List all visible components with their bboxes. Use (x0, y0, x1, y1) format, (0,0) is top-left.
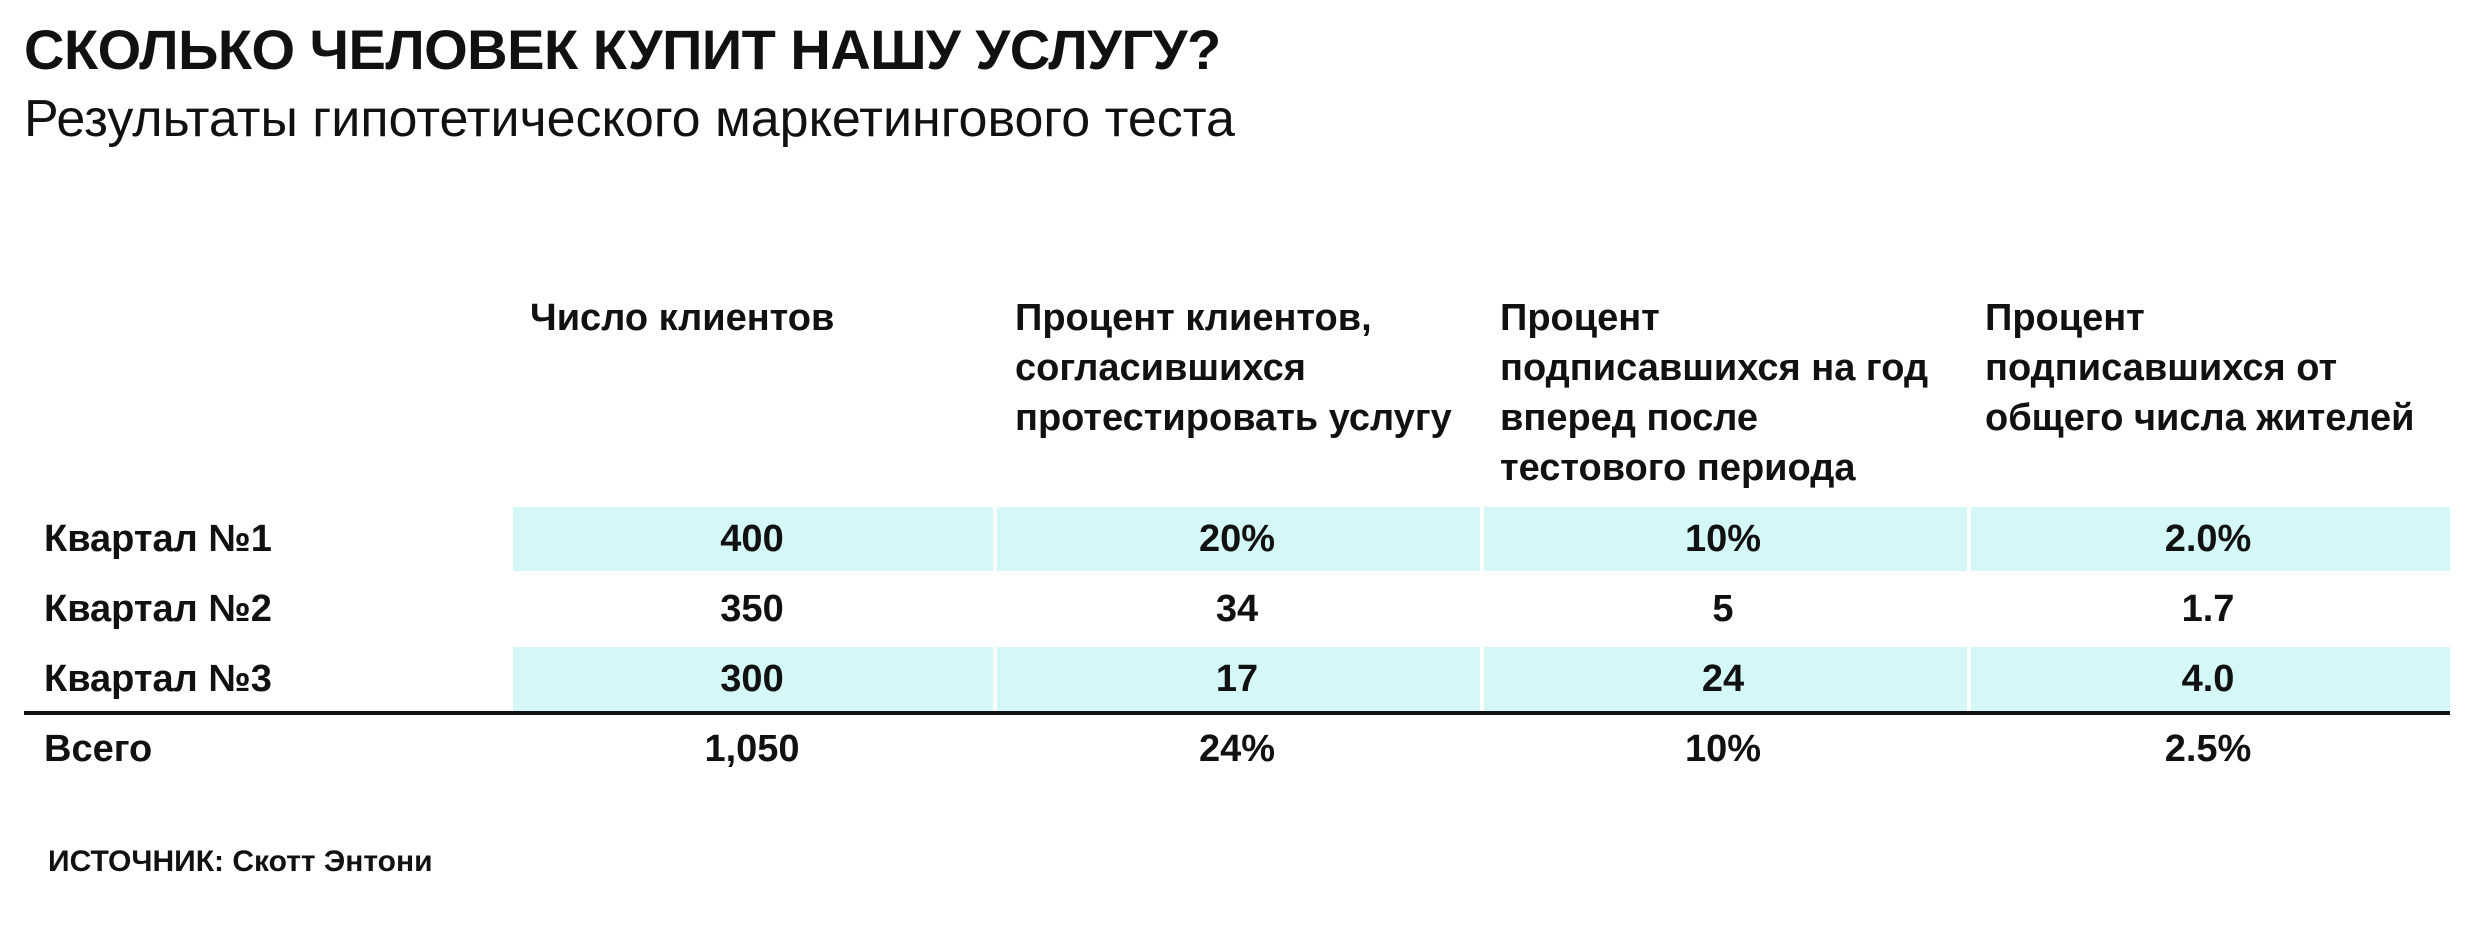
table-row-2-label: Квартал №2 (44, 588, 272, 630)
table-row-total-label: Всего (44, 728, 153, 770)
chart-title: СКОЛЬКО ЧЕЛОВЕК КУПИТ НАШУ УСЛУГУ? (24, 18, 1221, 81)
table-row-1-band-3 (1484, 507, 1967, 571)
table-row-3-band-1 (513, 647, 993, 711)
table-row-1-band-2 (997, 507, 1480, 571)
column-header-2: Процент клиентов, согласившихся протести… (1015, 297, 1452, 439)
table-row-1-band-4 (1971, 507, 2450, 571)
table-row-2-cell-3: 5 (1712, 588, 1734, 630)
table-row-3-cell-1: 300 (720, 658, 784, 700)
table-row-3-label: Квартал №3 (44, 658, 272, 700)
table-row-1-cell-4: 2.0% (2164, 518, 2252, 560)
table-row-total-cell-2: 24% (1198, 728, 1276, 770)
table-row-3-band-2 (997, 647, 1480, 711)
table-row-3-cell-2: 17 (1215, 658, 1259, 700)
table-row-total-cell-1: 1,050 (704, 728, 800, 770)
table-row-3-cell-3: 24 (1701, 658, 1745, 700)
total-divider-rule (24, 711, 2450, 715)
table-row-2-cell-2: 34 (1215, 588, 1259, 630)
source-note: ИСТОЧНИК: Скотт Энтони (48, 845, 433, 878)
table-row-2-cell-4: 1.7 (2181, 588, 2235, 630)
table-row-3-cell-4: 4.0 (2181, 658, 2235, 700)
table-row-1-label: Квартал №1 (44, 518, 272, 560)
table-row-total-cell-4: 2.5% (2164, 728, 2252, 770)
table-row-1-cell-1: 400 (720, 518, 784, 560)
table-row-3-band-4 (1971, 647, 2450, 711)
table-row-3-band-3 (1484, 647, 1967, 711)
table-row-1-band-1 (513, 507, 993, 571)
column-header-4: Процент подписавшихся от общего числа жи… (1985, 297, 2415, 439)
column-header-1: Число клиентов (530, 297, 835, 339)
chart-subtitle: Результаты гипотетического маркетинговог… (24, 90, 1235, 148)
table-row-1-cell-3: 10% (1684, 518, 1762, 560)
table-row-1-cell-2: 20% (1198, 518, 1276, 560)
table-row-total-cell-3: 10% (1684, 728, 1762, 770)
table-row-2-cell-1: 350 (720, 588, 784, 630)
column-header-3: Процент подписавшихся на год вперед посл… (1500, 297, 1929, 489)
